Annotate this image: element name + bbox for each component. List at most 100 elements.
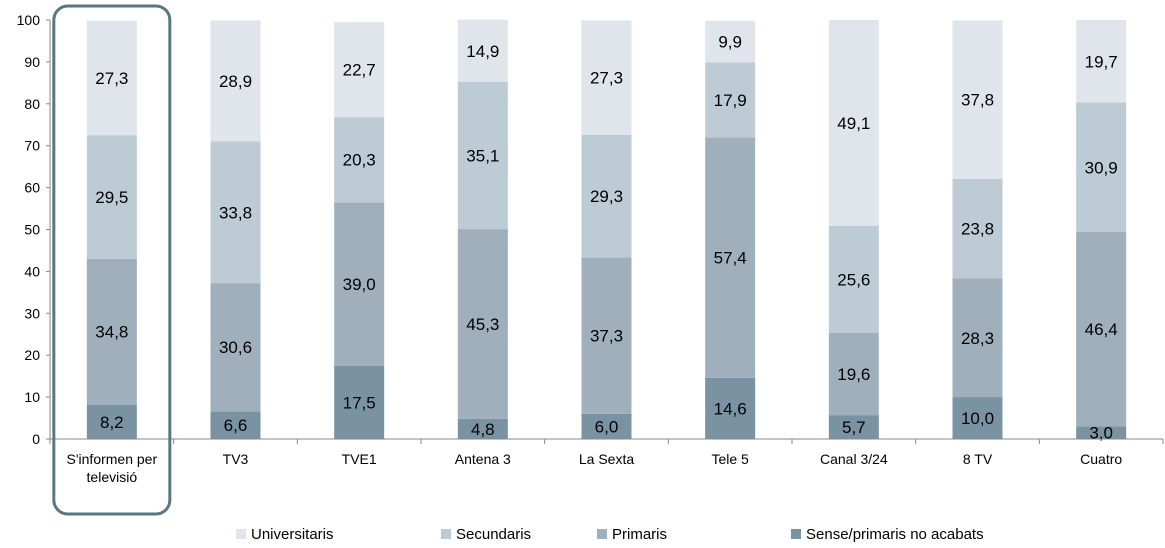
bar-segment <box>581 413 632 439</box>
y-tick-label: 100 <box>17 12 41 28</box>
bar-segment <box>828 415 879 439</box>
data-label: 20,3 <box>343 151 376 170</box>
x-category-label: Cuatro <box>1080 451 1122 467</box>
highlight-box <box>52 4 172 516</box>
data-label: 34,8 <box>95 323 128 342</box>
data-label: 17,9 <box>714 91 747 110</box>
data-label: 28,3 <box>961 329 994 348</box>
bar-segment <box>581 20 632 135</box>
y-tick-label: 40 <box>24 263 40 279</box>
x-category-label: La Sexta <box>579 451 634 467</box>
data-label: 3,0 <box>1089 424 1113 443</box>
bar-segment <box>828 225 879 333</box>
y-tick-label: 0 <box>32 431 40 447</box>
bar-segment <box>86 20 137 136</box>
data-label: 9,9 <box>718 33 742 52</box>
bar-segment <box>457 19 508 83</box>
data-label: 37,3 <box>590 327 623 346</box>
bar-segment <box>334 202 385 366</box>
x-category-label: TVE1 <box>342 451 377 467</box>
bar-segment <box>334 22 385 118</box>
bar-segment <box>86 404 137 439</box>
y-tick-label: 80 <box>24 96 40 112</box>
legend-label: Primaris <box>612 526 667 543</box>
bar-segment <box>705 377 756 439</box>
y-tick-label: 50 <box>24 222 40 238</box>
x-category-label: Tele 5 <box>711 451 749 467</box>
y-tick-label: 60 <box>24 180 40 196</box>
bar-segment <box>952 178 1003 279</box>
x-axis: S'informen per televisió TV3 TVE1 Antena 3 La… <box>49 438 1164 485</box>
data-label: 30,6 <box>219 338 252 357</box>
data-label: 25,6 <box>837 270 870 289</box>
bar-segment <box>952 20 1003 179</box>
bar-segment <box>1076 232 1127 427</box>
x-category-label: S'informen per televisió <box>67 451 158 485</box>
data-label: 45,3 <box>466 315 499 334</box>
x-category-label-line: televisió <box>87 469 138 485</box>
data-label: 27,3 <box>95 69 128 88</box>
data-label: 6,6 <box>224 416 248 435</box>
bar-segment <box>86 135 137 259</box>
data-label: 14,9 <box>466 42 499 61</box>
bar-segment <box>952 278 1003 398</box>
bar-segment <box>210 283 261 412</box>
bar-segment <box>210 411 261 439</box>
x-category-label: 8 TV <box>963 451 993 467</box>
bar-segment <box>952 397 1003 439</box>
data-label: 19,6 <box>837 365 870 384</box>
bar-segment <box>828 20 879 226</box>
bars: 8,2 34,8 29,5 27,3 6,6 30,6 33,8 28,9 17,5 39,0 20… <box>86 19 1127 443</box>
bar-segment <box>828 332 879 416</box>
bar-segment <box>1076 20 1127 103</box>
bar-segment <box>457 229 508 419</box>
bar-segment <box>334 117 385 203</box>
data-label: 37,8 <box>961 91 994 110</box>
highlight-frame <box>52 4 172 516</box>
y-tick-label: 20 <box>24 347 40 363</box>
data-label: 27,3 <box>590 69 623 88</box>
bar-segment <box>210 20 261 142</box>
data-label: 23,8 <box>961 220 994 239</box>
data-label: 29,5 <box>95 188 128 207</box>
legend-label: Sense/primaris no acabats <box>806 526 984 543</box>
x-category-label: Antena 3 <box>455 451 511 467</box>
data-label: 10,0 <box>961 409 994 428</box>
data-label: 4,8 <box>471 420 495 439</box>
bar-segment <box>705 20 756 63</box>
y-tick-label: 30 <box>24 305 40 321</box>
bar-segment <box>457 82 508 230</box>
bar-segment <box>457 418 508 439</box>
data-label: 46,4 <box>1085 320 1118 339</box>
bar-segment <box>705 137 756 378</box>
data-label: 19,7 <box>1085 52 1118 71</box>
bar-segment <box>581 134 632 258</box>
legend: Universitaris Secundaris Primaris Sense/pri… <box>236 526 984 543</box>
x-category-label-line: S'informen per <box>67 451 158 467</box>
y-tick-label: 70 <box>24 138 40 154</box>
bar-segment <box>210 141 261 284</box>
data-label: 49,1 <box>837 114 870 133</box>
legend-label: Universitaris <box>251 526 334 543</box>
bar-segment <box>1076 426 1127 439</box>
data-label: 33,8 <box>219 203 252 222</box>
legend-swatch <box>441 529 451 539</box>
y-axis: 0 10 20 30 40 50 60 70 80 90 100 <box>17 12 51 447</box>
bar-segment <box>705 62 756 138</box>
y-tick-label: 90 <box>24 54 40 70</box>
data-label: 39,0 <box>343 275 376 294</box>
data-label: 5,7 <box>842 418 866 437</box>
x-category-label: Canal 3/24 <box>820 451 888 467</box>
x-category-label: TV3 <box>223 451 249 467</box>
bar-segment <box>1076 102 1127 233</box>
bar-segment <box>581 257 632 414</box>
data-label: 57,4 <box>714 249 747 268</box>
bar-segment <box>86 258 137 405</box>
data-label: 22,7 <box>343 61 376 80</box>
data-label: 35,1 <box>466 147 499 166</box>
y-tick-label: 10 <box>24 389 40 405</box>
legend-label: Secundaris <box>456 526 531 543</box>
legend-swatch <box>236 529 246 539</box>
data-label: 8,2 <box>100 413 124 432</box>
